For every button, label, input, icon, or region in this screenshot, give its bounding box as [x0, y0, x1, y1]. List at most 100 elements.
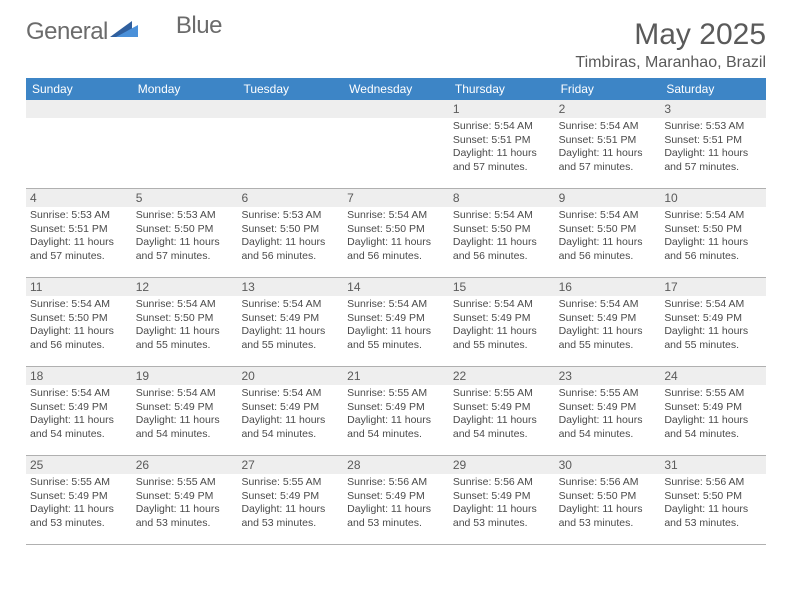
day-details: Sunrise: 5:56 AMSunset: 5:49 PMDaylight:…: [345, 476, 447, 531]
day-detail-line: Daylight: 11 hours: [347, 503, 445, 517]
day-detail-line: and 53 minutes.: [30, 517, 128, 531]
day-detail-line: Daylight: 11 hours: [30, 414, 128, 428]
day-detail-line: Daylight: 11 hours: [453, 503, 551, 517]
day-detail-line: Sunset: 5:49 PM: [30, 490, 128, 504]
day-detail-line: Daylight: 11 hours: [664, 503, 762, 517]
day-cell: 20 Sunrise: 5:54 AMSunset: 5:49 PMDayligh…: [237, 367, 343, 455]
day-detail-line: and 53 minutes.: [559, 517, 657, 531]
day-cell: 1Sunrise: 5:54 AMSunset: 5:51 PMDaylight…: [449, 100, 555, 188]
day-detail-line: Sunrise: 5:53 AM: [136, 209, 234, 223]
day-detail-line: Sunset: 5:49 PM: [347, 401, 445, 415]
day-cell: 23Sunrise: 5:55 AMSunset: 5:49 PMDayligh…: [555, 367, 661, 455]
day-cell: 21Sunrise: 5:55 AMSunset: 5:49 PMDayligh…: [343, 367, 449, 455]
day-detail-line: Sunrise: 5:54 AM: [347, 298, 445, 312]
day-detail-line: Daylight: 11 hours: [241, 236, 339, 250]
day-detail-line: and 57 minutes.: [559, 161, 657, 175]
day-number: 28: [343, 456, 449, 474]
dow-cell: Friday: [555, 78, 661, 100]
day-number: 4: [26, 189, 132, 207]
day-detail-line: Sunset: 5:50 PM: [241, 223, 339, 237]
day-detail-line: Sunset: 5:51 PM: [664, 134, 762, 148]
month-title: May 2025: [575, 18, 766, 52]
logo-text-blue: Blue: [176, 12, 222, 40]
day-detail-line: Sunset: 5:49 PM: [453, 401, 551, 415]
day-cell: 7Sunrise: 5:54 AMSunset: 5:50 PMDaylight…: [343, 189, 449, 277]
day-detail-line: Sunrise: 5:54 AM: [559, 298, 657, 312]
day-detail-line: Sunrise: 5:54 AM: [559, 209, 657, 223]
day-detail-line: Sunset: 5:49 PM: [241, 490, 339, 504]
day-detail-line: Sunrise: 5:54 AM: [241, 387, 339, 401]
day-cell: 13Sunrise: 5:54 AMSunset: 5:49 PMDayligh…: [237, 278, 343, 366]
week-row: 1Sunrise: 5:54 AMSunset: 5:51 PMDaylight…: [26, 100, 766, 189]
day-detail-line: Daylight: 11 hours: [664, 414, 762, 428]
day-cell: 26Sunrise: 5:55 AMSunset: 5:49 PMDayligh…: [132, 456, 238, 544]
day-detail-line: Sunrise: 5:54 AM: [664, 209, 762, 223]
day-number: 15: [449, 278, 555, 296]
day-cell: 30Sunrise: 5:56 AMSunset: 5:50 PMDayligh…: [555, 456, 661, 544]
day-cell: 17Sunrise: 5:54 AMSunset: 5:49 PMDayligh…: [660, 278, 766, 366]
day-detail-line: Sunset: 5:49 PM: [559, 401, 657, 415]
day-detail-line: Daylight: 11 hours: [664, 325, 762, 339]
day-detail-line: and 53 minutes.: [453, 517, 551, 531]
week-row: 18Sunrise: 5:54 AMSunset: 5:49 PMDayligh…: [26, 367, 766, 456]
day-cell: 27Sunrise: 5:55 AMSunset: 5:49 PMDayligh…: [237, 456, 343, 544]
title-block: May 2025 Timbiras, Maranhao, Brazil: [575, 18, 766, 72]
day-number: [26, 100, 132, 118]
day-detail-line: Daylight: 11 hours: [136, 414, 234, 428]
day-detail-line: Sunrise: 5:54 AM: [453, 120, 551, 134]
day-details: Sunrise: 5:55 AMSunset: 5:49 PMDaylight:…: [662, 387, 764, 442]
day-cell: 31Sunrise: 5:56 AMSunset: 5:50 PMDayligh…: [660, 456, 766, 544]
day-detail-line: Sunrise: 5:55 AM: [347, 387, 445, 401]
day-detail-line: Daylight: 11 hours: [136, 325, 234, 339]
day-number: 19: [132, 367, 238, 385]
day-details: Sunrise: 5:53 AMSunset: 5:51 PMDaylight:…: [28, 209, 130, 264]
day-cell: 19 Sunrise: 5:54 AMSunset: 5:49 PMDayligh…: [132, 367, 238, 455]
day-detail-line: Daylight: 11 hours: [559, 414, 657, 428]
day-detail-line: Sunrise: 5:56 AM: [347, 476, 445, 490]
day-detail-line: and 54 minutes.: [664, 428, 762, 442]
day-detail-line: and 54 minutes.: [347, 428, 445, 442]
day-detail-line: Sunset: 5:50 PM: [30, 312, 128, 326]
location-subtitle: Timbiras, Maranhao, Brazil: [575, 54, 766, 72]
day-cell: [132, 100, 238, 188]
logo-text-general: General: [26, 18, 108, 46]
day-detail-line: Daylight: 11 hours: [241, 325, 339, 339]
day-details: Sunrise: 5:55 AMSunset: 5:49 PMDaylight:…: [345, 387, 447, 442]
day-detail-line: Daylight: 11 hours: [664, 147, 762, 161]
day-detail-line: Sunrise: 5:53 AM: [241, 209, 339, 223]
day-details: Sunrise: 5:54 AMSunset: 5:51 PMDaylight:…: [451, 120, 553, 175]
day-detail-line: Sunset: 5:50 PM: [559, 490, 657, 504]
day-detail-line: and 55 minutes.: [347, 339, 445, 353]
day-detail-line: Daylight: 11 hours: [347, 236, 445, 250]
day-detail-line: and 53 minutes.: [241, 517, 339, 531]
day-detail-line: Sunset: 5:50 PM: [664, 490, 762, 504]
day-details: Sunrise: 5:54 AMSunset: 5:49 PMDaylight:…: [134, 387, 236, 442]
day-detail-line: Sunrise: 5:54 AM: [347, 209, 445, 223]
day-details: Sunrise: 5:54 AMSunset: 5:50 PMDaylight:…: [345, 209, 447, 264]
day-detail-line: and 54 minutes.: [559, 428, 657, 442]
day-detail-line: Sunrise: 5:55 AM: [559, 387, 657, 401]
weeks-container: 1Sunrise: 5:54 AMSunset: 5:51 PMDaylight…: [26, 100, 766, 545]
day-details: Sunrise: 5:53 AMSunset: 5:51 PMDaylight:…: [662, 120, 764, 175]
day-details: Sunrise: 5:55 AMSunset: 5:49 PMDaylight:…: [239, 476, 341, 531]
day-number: 3: [660, 100, 766, 118]
day-detail-line: Sunset: 5:49 PM: [664, 312, 762, 326]
dow-cell: Sunday: [26, 78, 132, 100]
day-detail-line: Daylight: 11 hours: [559, 236, 657, 250]
day-number: 20: [237, 367, 343, 385]
day-detail-line: Sunset: 5:49 PM: [30, 401, 128, 415]
day-cell: 8Sunrise: 5:54 AMSunset: 5:50 PMDaylight…: [449, 189, 555, 277]
day-details: Sunrise: 5:55 AMSunset: 5:49 PMDaylight:…: [451, 387, 553, 442]
day-detail-line: and 54 minutes.: [241, 428, 339, 442]
day-detail-line: Sunset: 5:50 PM: [453, 223, 551, 237]
day-details: Sunrise: 5:54 AMSunset: 5:49 PMDaylight:…: [28, 387, 130, 442]
day-detail-line: Sunrise: 5:54 AM: [30, 298, 128, 312]
day-detail-line: Sunrise: 5:54 AM: [136, 387, 234, 401]
day-detail-line: Daylight: 11 hours: [453, 147, 551, 161]
day-number: [132, 100, 238, 118]
day-details: Sunrise: 5:54 AMSunset: 5:49 PMDaylight:…: [239, 387, 341, 442]
day-detail-line: Sunset: 5:49 PM: [136, 490, 234, 504]
day-cell: 9Sunrise: 5:54 AMSunset: 5:50 PMDaylight…: [555, 189, 661, 277]
day-detail-line: Daylight: 11 hours: [559, 325, 657, 339]
day-detail-line: and 57 minutes.: [453, 161, 551, 175]
